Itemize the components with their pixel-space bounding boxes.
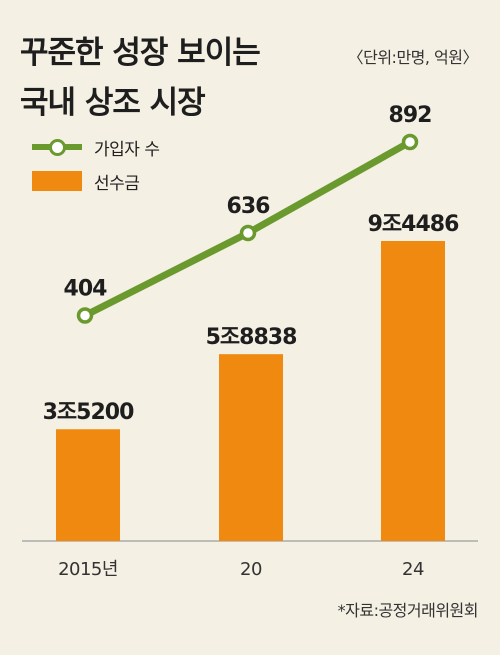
bar-label-0: 3조5200 — [43, 400, 134, 425]
x-tick-label-1: 20 — [240, 559, 262, 580]
legend-item-deposits: 선수금 — [32, 164, 159, 198]
line-point-1 — [239, 224, 257, 242]
legend-label-subscribers: 가입자 수 — [94, 139, 160, 160]
line-point-2 — [401, 133, 419, 151]
chart-title: 꾸준한 성장 보이는 국내 상조 시장 — [20, 28, 261, 128]
title-line-2: 국내 상조 시장 — [20, 85, 206, 121]
legend-item-subscribers: 가입자 수 — [32, 130, 160, 164]
legend: 가입자 수 선수금 — [32, 130, 160, 198]
line-point-0 — [76, 307, 94, 324]
unit-note: 〈단위:만명, 억원〉 — [347, 48, 479, 67]
line-label-1: 636 — [227, 194, 271, 219]
bar-label-2: 9조4486 — [368, 212, 459, 237]
source-note: *자료:공정거래위원회 — [337, 601, 479, 620]
line-label-2: 892 — [389, 103, 432, 128]
bar-0 — [56, 429, 120, 541]
bar-label-1: 5조8838 — [206, 325, 297, 350]
legend-bar-swatch — [32, 171, 82, 191]
x-tick-label-2: 24 — [402, 559, 424, 580]
x-tick-label-0: 2015년 — [58, 559, 118, 580]
legend-label-deposits: 선수금 — [94, 173, 140, 194]
legend-line-swatch — [32, 137, 82, 157]
line-label-0: 404 — [64, 277, 108, 302]
title-line-1: 꾸준한 성장 보이는 — [20, 35, 261, 71]
bar-2 — [381, 241, 445, 541]
bar-1 — [219, 354, 283, 541]
